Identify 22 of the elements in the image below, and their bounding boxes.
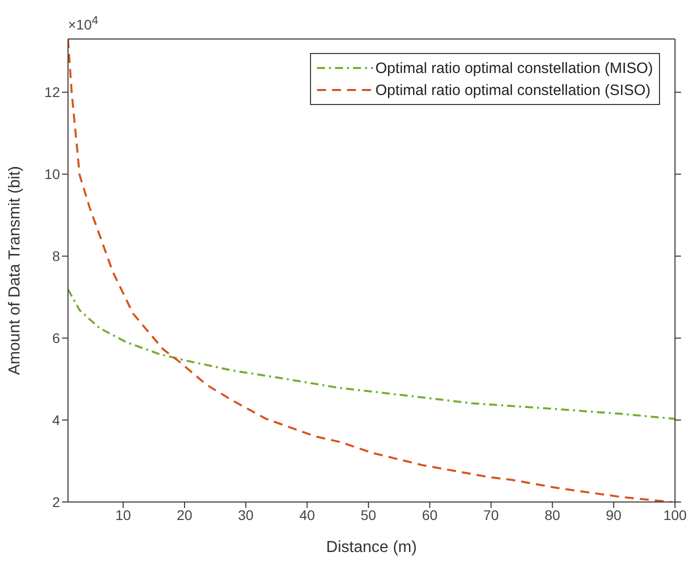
y-tick-label: 4 [52, 412, 60, 428]
y-tick-label: 10 [44, 166, 60, 182]
text: ×10$^{4}$ [68, 14, 98, 33]
x-tick-label: 40 [299, 506, 316, 523]
x-tick-label: 60 [422, 506, 438, 523]
x-tick-label: 20 [176, 506, 192, 523]
x-tick-label: 70 [483, 506, 500, 523]
y-tick-label: 8 [52, 248, 60, 264]
line-series [68, 288, 675, 420]
legend-label: Optimal ratio optimal constellation (MISO) [375, 60, 653, 76]
x-tick-label: 10 [115, 506, 132, 523]
y-axis-title: Amount of Data Transmit (bit) [6, 166, 24, 375]
x-tick-label: 100 [663, 506, 687, 523]
x-tick-label: 50 [360, 506, 376, 523]
legend-label: Optimal ratio optimal constellation (SISO) [375, 82, 650, 98]
y-tick-label: 2 [52, 494, 60, 510]
x-tick-label: 90 [606, 506, 622, 523]
x-tick-label: 30 [238, 506, 254, 523]
x-tick-label: 80 [544, 506, 560, 523]
y-tick-label: 12 [44, 84, 60, 100]
y-tick-label: 6 [52, 330, 60, 346]
x-axis-title: Distance (m) [326, 539, 417, 556]
